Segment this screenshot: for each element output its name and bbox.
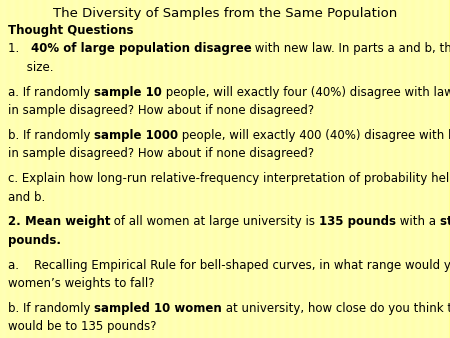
Text: sample 10: sample 10 (94, 86, 162, 98)
Text: of all women at large university is: of all women at large university is (111, 215, 319, 228)
Text: 40% of large population disagree: 40% of large population disagree (31, 42, 252, 55)
Text: b. If randomly: b. If randomly (8, 302, 94, 315)
Text: b. If randomly: b. If randomly (8, 129, 94, 142)
Text: c. Explain how long-run relative-frequency interpretation of probability helped : c. Explain how long-run relative-frequen… (8, 172, 450, 185)
Text: The Diversity of Samples from the Same Population: The Diversity of Samples from the Same P… (53, 7, 397, 20)
Text: women’s weights to fall?: women’s weights to fall? (8, 277, 155, 290)
Text: people, will exactly 400 (40%) disagree with law? Surprised if only 200: people, will exactly 400 (40%) disagree … (179, 129, 450, 142)
Text: and b.: and b. (8, 191, 45, 203)
Text: people, will exactly four (40%) disagree with law? Surprised if only two: people, will exactly four (40%) disagree… (162, 86, 450, 98)
Text: 135 pounds: 135 pounds (319, 215, 396, 228)
Text: 1.: 1. (8, 42, 31, 55)
Text: with a: with a (396, 215, 440, 228)
Text: in sample disagreed? How about if none disagreed?: in sample disagreed? How about if none d… (8, 147, 314, 160)
Text: at university, how close do you think their: at university, how close do you think th… (222, 302, 450, 315)
Text: with new law. In parts a and b, think about role of sample: with new law. In parts a and b, think ab… (252, 42, 450, 55)
Text: Thought Questions: Thought Questions (8, 24, 134, 37)
Text: sample 1000: sample 1000 (94, 129, 179, 142)
Text: Mean weight: Mean weight (25, 215, 111, 228)
Text: standard deviation: standard deviation (440, 215, 450, 228)
Text: pounds.: pounds. (8, 234, 61, 247)
Text: in sample disagreed? How about if none disagreed?: in sample disagreed? How about if none d… (8, 104, 314, 117)
Text: size.: size. (8, 61, 54, 74)
Text: sampled 10 women: sampled 10 women (94, 302, 222, 315)
Text: a. If randomly: a. If randomly (8, 86, 94, 98)
Text: 2.: 2. (8, 215, 25, 228)
Text: a.    Recalling Empirical Rule for bell-shaped curves, in what range would you e: a. Recalling Empirical Rule for bell-sha… (8, 259, 450, 271)
Text: would be to 135 pounds?: would be to 135 pounds? (8, 320, 157, 333)
